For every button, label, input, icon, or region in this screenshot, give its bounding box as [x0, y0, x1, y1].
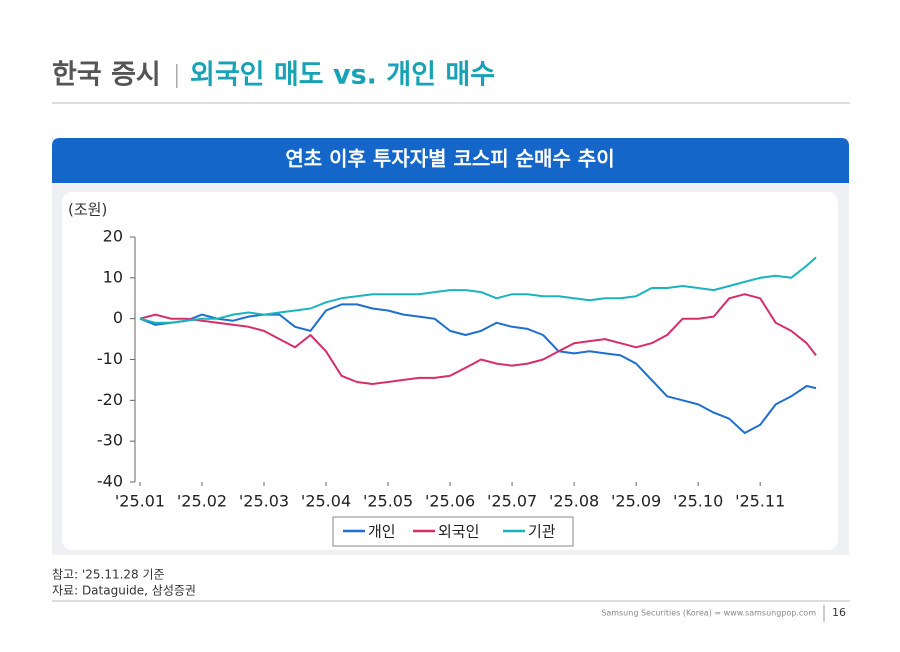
- note: 자료: Dataguide, 삼성증권: [52, 584, 196, 598]
- y-tick-label: -10: [97, 349, 123, 368]
- legend-label: 기관: [528, 523, 556, 541]
- x-tick-label: '25.07: [487, 492, 537, 511]
- footer-source: Samsung Securities (Korea) = www.samsung…: [601, 609, 816, 618]
- legend-label: 외국인: [438, 523, 479, 541]
- note: 참고: '25.11.28 기준: [52, 568, 165, 582]
- series-line: [139, 293, 817, 385]
- y-tick-label: -20: [97, 390, 123, 409]
- legend-box: [332, 516, 574, 547]
- legend-label: 개인: [368, 523, 396, 541]
- header-subtitle: 외국인 매도 vs. 개인 매수: [190, 60, 495, 91]
- page-number: 16: [832, 606, 846, 619]
- x-tick-label: '25.05: [363, 492, 413, 511]
- x-tick-label: '25.04: [301, 492, 351, 511]
- y-tick-label: 10: [103, 267, 123, 286]
- y-axis-label: (조원): [68, 201, 107, 219]
- x-tick-label: '25.06: [425, 492, 475, 511]
- header-separator: [176, 64, 178, 88]
- x-tick-label: '25.11: [735, 492, 785, 511]
- y-tick-label: 20: [103, 227, 123, 246]
- series-line: [139, 303, 817, 434]
- x-tick-label: '25.02: [177, 492, 227, 511]
- chart-title: 연초 이후 투자자별 코스피 순매수 추이: [285, 147, 614, 171]
- plot-card: [62, 192, 838, 550]
- series-line: [139, 256, 817, 324]
- header-title: 한국 증시: [52, 60, 161, 91]
- y-tick-label: 0: [113, 308, 123, 327]
- x-tick-label: '25.03: [239, 492, 289, 511]
- x-tick-label: '25.08: [549, 492, 599, 511]
- x-tick-label: '25.09: [611, 492, 661, 511]
- y-tick-label: -30: [97, 431, 123, 450]
- y-tick-label: -40: [97, 472, 123, 491]
- x-tick-label: '25.01: [115, 492, 165, 511]
- x-tick-label: '25.10: [673, 492, 723, 511]
- chart-banner: [52, 138, 849, 183]
